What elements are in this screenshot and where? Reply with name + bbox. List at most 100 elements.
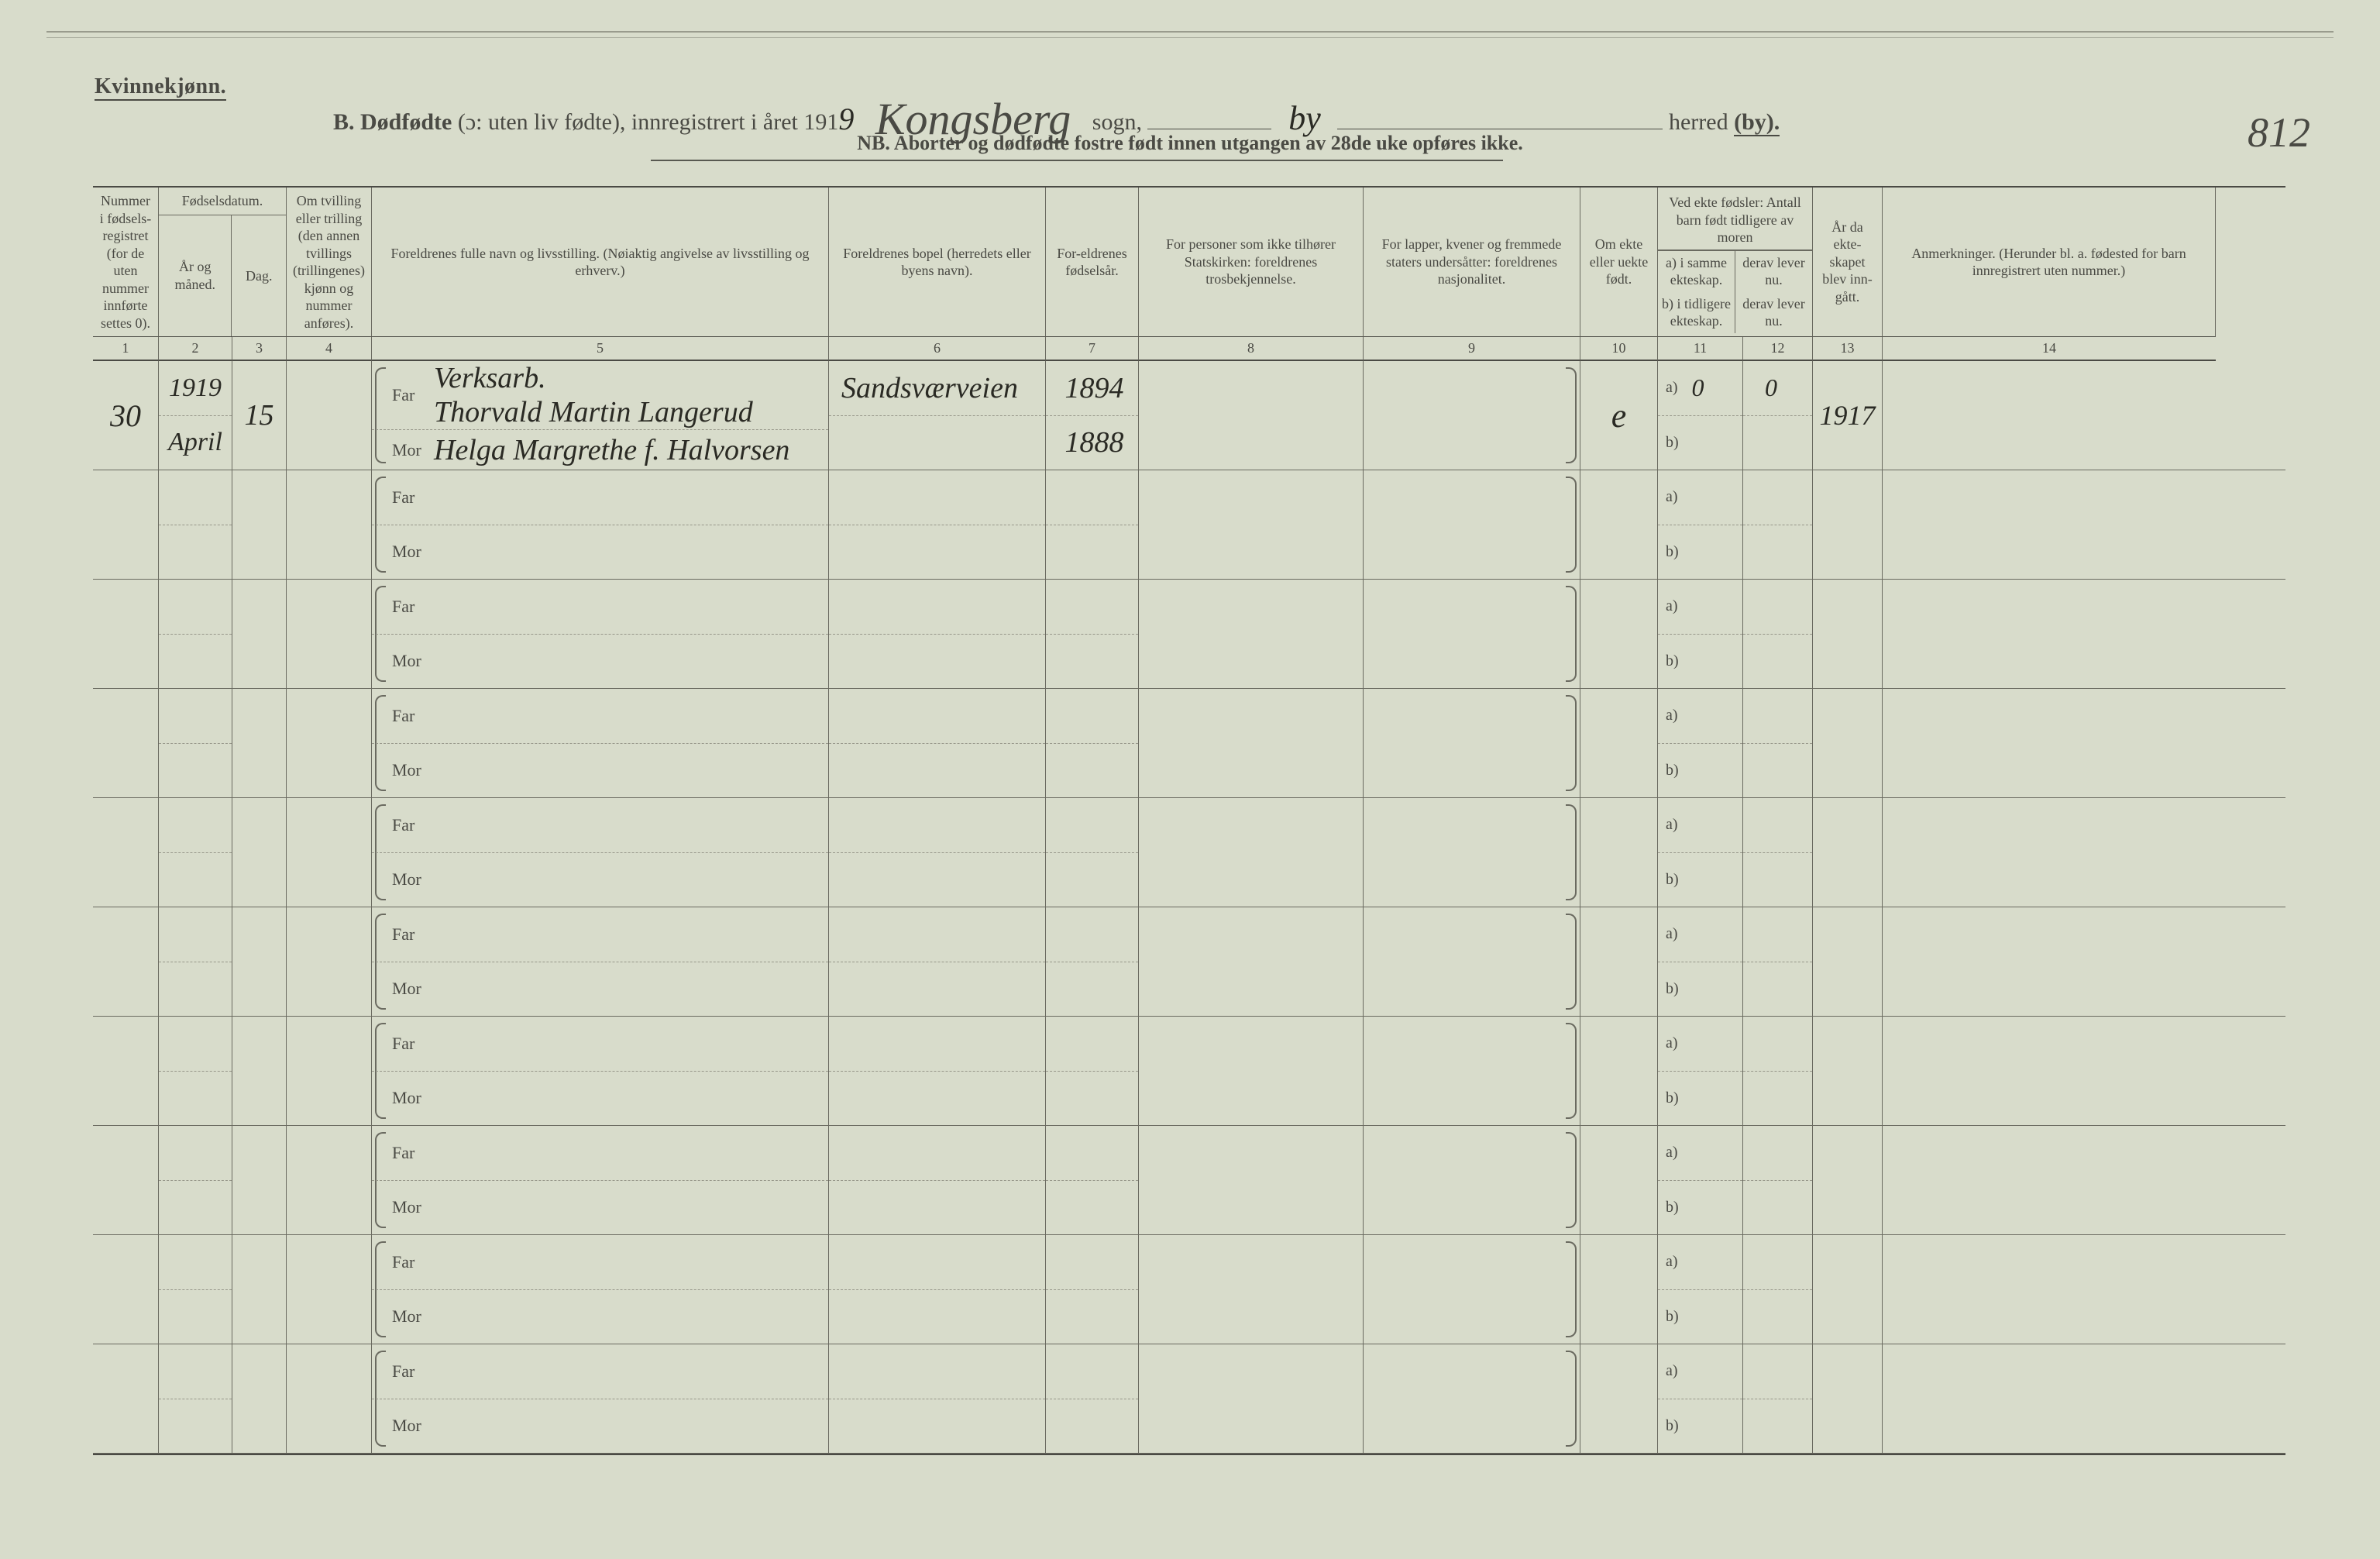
- mor-label: Mor: [392, 440, 429, 460]
- far-label: Far: [392, 597, 429, 617]
- colnum: 4: [287, 337, 372, 361]
- label-a: a): [1666, 1034, 1678, 1052]
- label-b: b): [1666, 652, 1679, 670]
- label-a: a): [1666, 1144, 1678, 1162]
- table-row: FarMora)b): [93, 470, 2285, 580]
- cell-ekte: e: [1611, 396, 1627, 435]
- mor-label: Mor: [392, 760, 429, 780]
- bopel-far: Sandsværveien: [837, 371, 1018, 405]
- far-label: Far: [392, 1252, 429, 1272]
- colnum: 13: [1813, 337, 1883, 361]
- table-row: Far Mor a) b): [93, 1126, 2285, 1235]
- colnum: 9: [1364, 337, 1580, 361]
- cell-ekteskap-aar: 1917: [1820, 399, 1876, 432]
- label-a: a): [1666, 597, 1678, 615]
- column-numbers-row: 1 2 3 4 5 6 7 8 9 10 11 12 13 14: [93, 337, 2285, 361]
- col-header-3: Dag.: [232, 215, 286, 337]
- col-header-1: Nummer i fødsels-registret (for de uten …: [93, 188, 159, 337]
- col-header-5: Foreldrenes fulle navn og livsstilling. …: [372, 188, 829, 337]
- label-a: a): [1666, 707, 1678, 724]
- col-header-2-3-group: Fødselsdatum. År og måned. Dag.: [159, 188, 287, 337]
- colnum: 8: [1139, 337, 1364, 361]
- col-header-14: Anmerkninger. (Herunder bl. a. fødested …: [1883, 188, 2216, 337]
- nb-underline: [651, 160, 1503, 161]
- colnum: 12: [1743, 337, 1813, 361]
- mor-label: Mor: [392, 651, 429, 671]
- cell-year: 1919: [169, 373, 222, 403]
- colnum: 1: [93, 337, 159, 361]
- gender-label: Kvinnekjønn.: [95, 74, 226, 101]
- label-b: b): [1666, 1089, 1679, 1107]
- col-header-2: År og måned.: [159, 215, 232, 337]
- col-header-8: For personer som ikke tilhører Statskirk…: [1139, 188, 1364, 337]
- table-row: FarMora)b): [93, 798, 2285, 907]
- register-table: Nummer i fødsels-registret (for de uten …: [93, 186, 2285, 1455]
- label-b: b): [1666, 1199, 1679, 1217]
- colnum: 10: [1580, 337, 1658, 361]
- col-header-10: Om ekte eller uekte født.: [1580, 188, 1658, 337]
- brace-right-icon: [1566, 914, 1577, 1010]
- brace-right-icon: [1566, 804, 1577, 900]
- brace-right-icon: [1566, 367, 1577, 463]
- fodselsaar-mor: 1888: [1061, 425, 1124, 459]
- nb-note: NB. Aborter og dødfødte fostre født inne…: [46, 132, 2334, 155]
- label-a: a): [1666, 1253, 1678, 1271]
- form-title: B. Dødfødte (ɔ: uten liv fødte), innregi…: [333, 88, 2239, 119]
- brace-right-icon: [1566, 1351, 1577, 1447]
- mor-name: Helga Margrethe f. Halvorsen: [429, 433, 789, 467]
- colnum: 7: [1046, 337, 1139, 361]
- far-label: Far: [392, 1143, 429, 1163]
- table-row: Far Mor a) b): [93, 580, 2285, 689]
- cell-nummer: 30: [110, 397, 141, 434]
- col-header-7: For-eldrenes fødselsår.: [1046, 188, 1139, 337]
- fodselsaar-far: 1894: [1061, 371, 1124, 405]
- label-b: b): [1666, 871, 1679, 889]
- register-page: Kvinnekjønn. B. Dødfødte (ɔ: uten liv fø…: [46, 23, 2334, 1536]
- table-header: Nummer i fødsels-registret (for de uten …: [93, 188, 2285, 337]
- table-row: FarMora)b): [93, 1235, 2285, 1344]
- mor-label: Mor: [392, 979, 429, 999]
- table-row: FarMora)b): [93, 1344, 2285, 1454]
- page-rule: [46, 31, 2334, 33]
- far-label: Far: [392, 706, 429, 726]
- col-header-12b: derav lever nu.: [1735, 292, 1812, 333]
- mor-label: Mor: [392, 1416, 429, 1436]
- label-a: a): [1666, 925, 1678, 943]
- brace-right-icon: [1566, 477, 1577, 573]
- col-header-11-title: Ved ekte fødsler: Antall barn født tidli…: [1658, 191, 1812, 250]
- far-label: Far: [392, 815, 429, 835]
- label-b: b): [1666, 980, 1679, 998]
- col-header-fodselsdatum: Fødselsdatum.: [159, 188, 286, 215]
- table-row: FarMora)b): [93, 907, 2285, 1017]
- brace-right-icon: [1566, 1241, 1577, 1337]
- label-b: b): [1666, 1417, 1679, 1435]
- mor-label: Mor: [392, 1197, 429, 1217]
- brace-right-icon: [1566, 1132, 1577, 1228]
- cell-month: April: [168, 428, 222, 457]
- colnum: 2: [159, 337, 232, 361]
- far-label: Far: [392, 385, 429, 405]
- label-b: b): [1666, 434, 1679, 452]
- brace-right-icon: [1566, 586, 1577, 682]
- far-name: Verksarb.Thorvald Martin Langerud: [429, 361, 753, 429]
- cell-11a: 0: [1692, 373, 1704, 402]
- page-rule: [46, 37, 2334, 38]
- far-label: Far: [392, 1361, 429, 1382]
- colnum: 14: [1883, 337, 2216, 361]
- cell-day: 15: [245, 398, 274, 432]
- mor-label: Mor: [392, 1088, 429, 1108]
- label-a: a): [1666, 488, 1678, 506]
- far-label: Far: [392, 487, 429, 508]
- label-b: b): [1666, 1308, 1679, 1326]
- col-header-13: År da ekte-skapet blev inn-gått.: [1813, 188, 1883, 337]
- colnum: 3: [232, 337, 287, 361]
- table-row: FarMora)b): [93, 689, 2285, 798]
- table-row: 30 1919 April 15 FarVerksarb.Thorvald Martin…: [93, 361, 2285, 470]
- col-header-11b: b) i tidligere ekteskap.: [1658, 292, 1735, 333]
- col-header-4: Om tvilling eller trilling (den annen tv…: [287, 188, 372, 337]
- mor-label: Mor: [392, 869, 429, 890]
- col-header-11-12-group: Ved ekte fødsler: Antall barn født tidli…: [1658, 188, 1813, 337]
- table-body: 301919April15FarVerksarb.Thorvald Martin…: [93, 361, 2285, 1454]
- label-b: b): [1666, 543, 1679, 561]
- cell-12a: 0: [1765, 373, 1777, 402]
